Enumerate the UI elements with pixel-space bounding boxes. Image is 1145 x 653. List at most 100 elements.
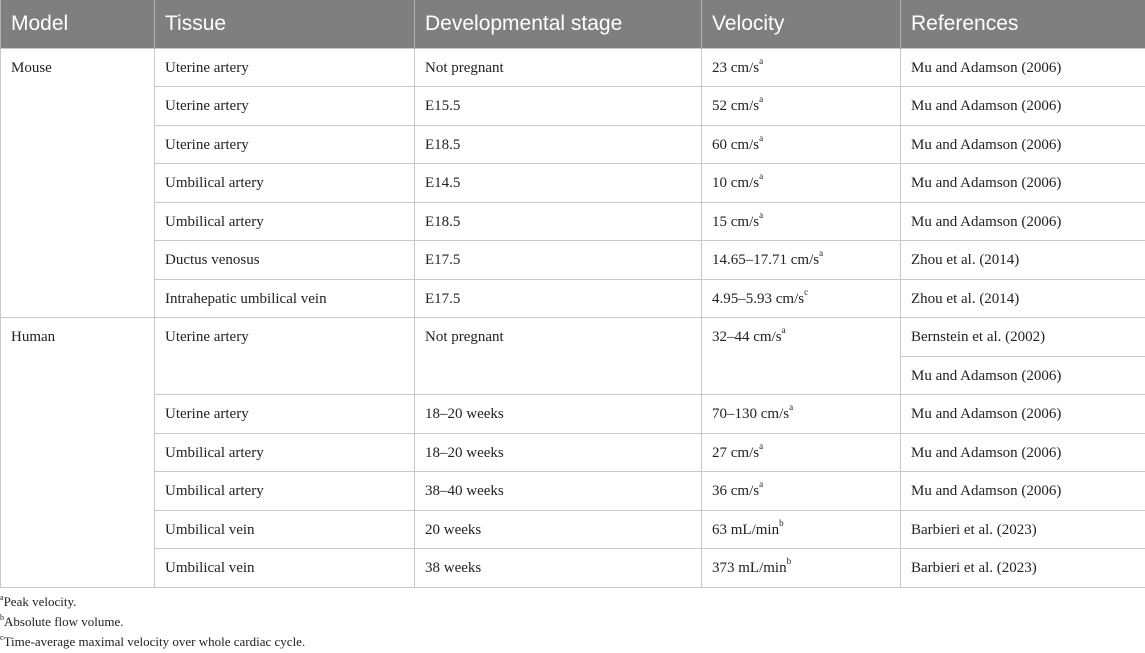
reference-cell: Bernstein et al. (2002) — [900, 317, 1145, 357]
table-row: Intrahepatic umbilical vein E17.5 4.95–5.9… — [1, 278, 1145, 318]
header-stage: Developmental stage — [414, 0, 702, 48]
stage-cell: E17.5 — [414, 278, 702, 318]
velocity-cell: 23 cm/sa — [701, 47, 901, 87]
reference-cell: Mu and Adamson (2006) — [900, 394, 1145, 434]
table-row: Umbilical artery E14.5 10 cm/sa Mu and Adam… — [1, 163, 1145, 203]
stage-cell: 18–20 weeks — [414, 432, 702, 472]
footnote-line: aPeak velocity. — [0, 592, 305, 612]
reference-cell: Mu and Adamson (2006) — [900, 432, 1145, 472]
reference-cell: Mu and Adamson (2006) — [900, 47, 1145, 87]
tissue-cell: Umbilical artery — [154, 432, 415, 472]
table-row: Mu and Adamson (2006) — [1, 355, 1145, 395]
table-row: Human Uterine artery Not pregnant 32–44 cm/… — [0, 317, 1145, 588]
tissue-cell: Uterine artery — [154, 86, 415, 126]
velocity-cell: 52 cm/sa — [701, 86, 901, 126]
stage-cell: E15.5 — [414, 86, 702, 126]
table-row: Umbilical artery E18.5 15 cm/sa Mu and Adam… — [1, 201, 1145, 241]
reference-cell: Mu and Adamson (2006) — [900, 86, 1145, 126]
tissue-cell: Uterine artery — [154, 394, 415, 434]
tissue-cell: Umbilical artery — [154, 201, 415, 241]
velocity-value: 10 cm/s — [712, 175, 760, 191]
velocity-cell: 36 cm/sa — [701, 471, 901, 511]
velocity-cell: 15 cm/sa — [701, 201, 901, 241]
footnote-text: Time-average maximal velocity over whole… — [3, 634, 306, 649]
velocity-value: 70–130 cm/s — [712, 406, 790, 422]
footnote-marker: c — [804, 286, 809, 297]
tissue-cell: Umbilical artery — [154, 471, 415, 511]
footnote-text: Absolute flow volume. — [4, 614, 124, 629]
footnote-marker: b — [786, 556, 792, 566]
footnote-marker: a — [759, 479, 764, 489]
velocity-cell: 10 cm/sa — [701, 163, 901, 203]
velocity-value: 36 cm/s — [712, 483, 760, 499]
velocity-cell: 27 cm/sa — [701, 432, 901, 472]
footnote-marker: b — [779, 517, 784, 528]
table-row: Umbilical vein 38 weeks 373 mL/minb Barbier… — [1, 548, 1145, 588]
model-cell: Human — [0, 317, 155, 588]
stage-cell: E17.5 — [414, 240, 702, 280]
reference-cell: Barbieri et al. (2023) — [900, 509, 1145, 549]
footnote-marker: a — [781, 325, 786, 335]
velocity-value: 15 cm/s — [712, 213, 760, 230]
stage-cell: Not pregnant — [414, 47, 702, 87]
footnotes: aPeak velocity. bAbsolute flow volume. cTi… — [0, 592, 305, 652]
reference-cell: Zhou et al. (2014) — [900, 240, 1145, 280]
footnote-mark: b — [0, 612, 4, 622]
velocity-cell: 32–44 cm/sa — [701, 317, 901, 395]
tissue-cell: Umbilical vein — [154, 509, 415, 549]
tissue-cell: Ductus venosus — [154, 240, 415, 280]
table-row: Umbilical vein 20 weeks 63 mL/minb Barbieri… — [1, 509, 1145, 549]
tissue-cell: Intrahepatic umbilical vein — [154, 278, 415, 318]
header-tissue: Tissue — [154, 0, 415, 48]
velocity-value: 4.95–5.93 cm/s — [712, 290, 805, 307]
velocity-cell: 60 cm/sa — [701, 124, 901, 164]
stage-cell: 20 weeks — [414, 509, 702, 549]
tissue-cell: Umbilical artery — [154, 163, 415, 203]
velocity-value: 52 cm/s — [712, 98, 760, 114]
reference-cell: Barbieri et al. (2023) — [900, 548, 1145, 588]
reference-cell: Zhou et al. (2014) — [900, 278, 1145, 318]
velocity-value: 14.65–17.71 cm/s — [712, 252, 820, 268]
table-row: Uterine artery E15.5 52 cm/sa Mu and Adamso… — [1, 86, 1145, 126]
tissue-cell: Umbilical vein — [154, 548, 415, 588]
velocity-cell: 4.95–5.93 cm/sc — [701, 278, 901, 318]
footnote-marker: a — [789, 402, 794, 412]
stage-cell: E18.5 — [414, 201, 702, 241]
velocity-value: 373 mL/min — [712, 560, 787, 576]
table-body: Mouse Uterine artery Not pregnant 23 cm/sa M… — [0, 47, 1145, 588]
table-row: Umbilical artery 38–40 weeks 36 cm/sa Mu an… — [1, 471, 1145, 511]
stage-cell: E14.5 — [414, 163, 702, 203]
table-container: Model Tissue Developmental stage Velocit… — [0, 0, 1145, 588]
reference-cell: Mu and Adamson (2006) — [900, 163, 1145, 203]
header-references: References — [900, 0, 1145, 48]
header-row: Model Tissue Developmental stage Velocit… — [0, 0, 1145, 48]
header-model: Model — [0, 0, 155, 48]
table-row: Ductus venosus E17.5 14.65–17.71 cm/sa Zhou… — [1, 240, 1145, 280]
stage-cell: 38 weeks — [414, 548, 702, 588]
footnote-marker: a — [819, 248, 824, 258]
footnote-marker: a — [759, 440, 764, 451]
velocity-value: 60 cm/s — [712, 136, 760, 153]
tissue-cell: Uterine artery — [154, 47, 415, 87]
footnote-text: Peak velocity. — [3, 594, 77, 609]
table-row: Umbilical artery 18–20 weeks 27 cm/sa Mu an… — [1, 432, 1145, 472]
footnote-marker: a — [759, 55, 764, 66]
footnote-line: cTime-average maximal velocity over whol… — [0, 632, 305, 652]
velocity-cell: 373 mL/minb — [701, 548, 901, 588]
velocity-value: 32–44 cm/s — [712, 329, 782, 345]
model-cell: Mouse — [0, 47, 155, 318]
reference-cell: Mu and Adamson (2006) — [900, 201, 1145, 241]
stage-cell: 18–20 weeks — [414, 394, 702, 434]
reference-cell: Mu and Adamson (2006) — [900, 124, 1145, 164]
reference-cell: Mu and Adamson (2006) — [900, 355, 1145, 395]
table-row: Uterine artery 18–20 weeks 70–130 cm/sa Mu … — [1, 394, 1145, 434]
footnote-marker: a — [759, 209, 764, 220]
velocity-value: 63 mL/min — [712, 521, 780, 538]
velocity-value: 27 cm/s — [712, 444, 760, 461]
tissue-cell: Uterine artery — [154, 124, 415, 164]
header-velocity: Velocity — [701, 0, 901, 48]
footnote-mark: a — [0, 592, 4, 602]
footnote-marker: a — [759, 132, 764, 143]
tissue-cell: Uterine artery — [154, 317, 415, 395]
velocity-value: 23 cm/s — [712, 59, 760, 76]
